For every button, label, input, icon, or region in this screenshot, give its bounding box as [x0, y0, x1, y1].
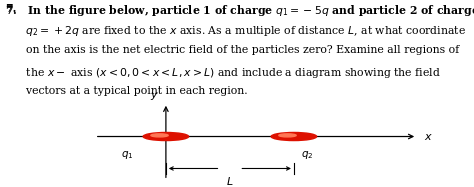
Circle shape [279, 134, 296, 137]
Circle shape [151, 134, 168, 137]
Text: $q_2 = +2q$ are fixed to the $x$ axis. As a multiple of distance $L$, at what co: $q_2 = +2q$ are fixed to the $x$ axis. A… [5, 24, 466, 38]
Text: 7.: 7. [5, 3, 16, 14]
Text: vectors at a typical point in each region.: vectors at a typical point in each regio… [5, 86, 247, 96]
Text: $q_2$: $q_2$ [301, 149, 313, 161]
Text: the $x-$ axis $(x < 0, 0 < x < L, x > L)$ and include a diagram showing the fiel: the $x-$ axis $(x < 0, 0 < x < L, x > L)… [5, 66, 440, 79]
Text: $L$: $L$ [226, 175, 234, 187]
Text: $x$: $x$ [424, 131, 433, 142]
Circle shape [271, 132, 317, 141]
Text: $y$: $y$ [150, 90, 159, 102]
Text: $q_1$: $q_1$ [121, 149, 134, 161]
Circle shape [143, 132, 189, 141]
Text: 7.   In the figure below, particle 1 of charge $q_1 = -5q$ and particle 2 of cha: 7. In the figure below, particle 1 of ch… [5, 3, 474, 18]
Text: on the axis is the net electric field of the particles zero? Examine all regions: on the axis is the net electric field of… [5, 45, 459, 55]
